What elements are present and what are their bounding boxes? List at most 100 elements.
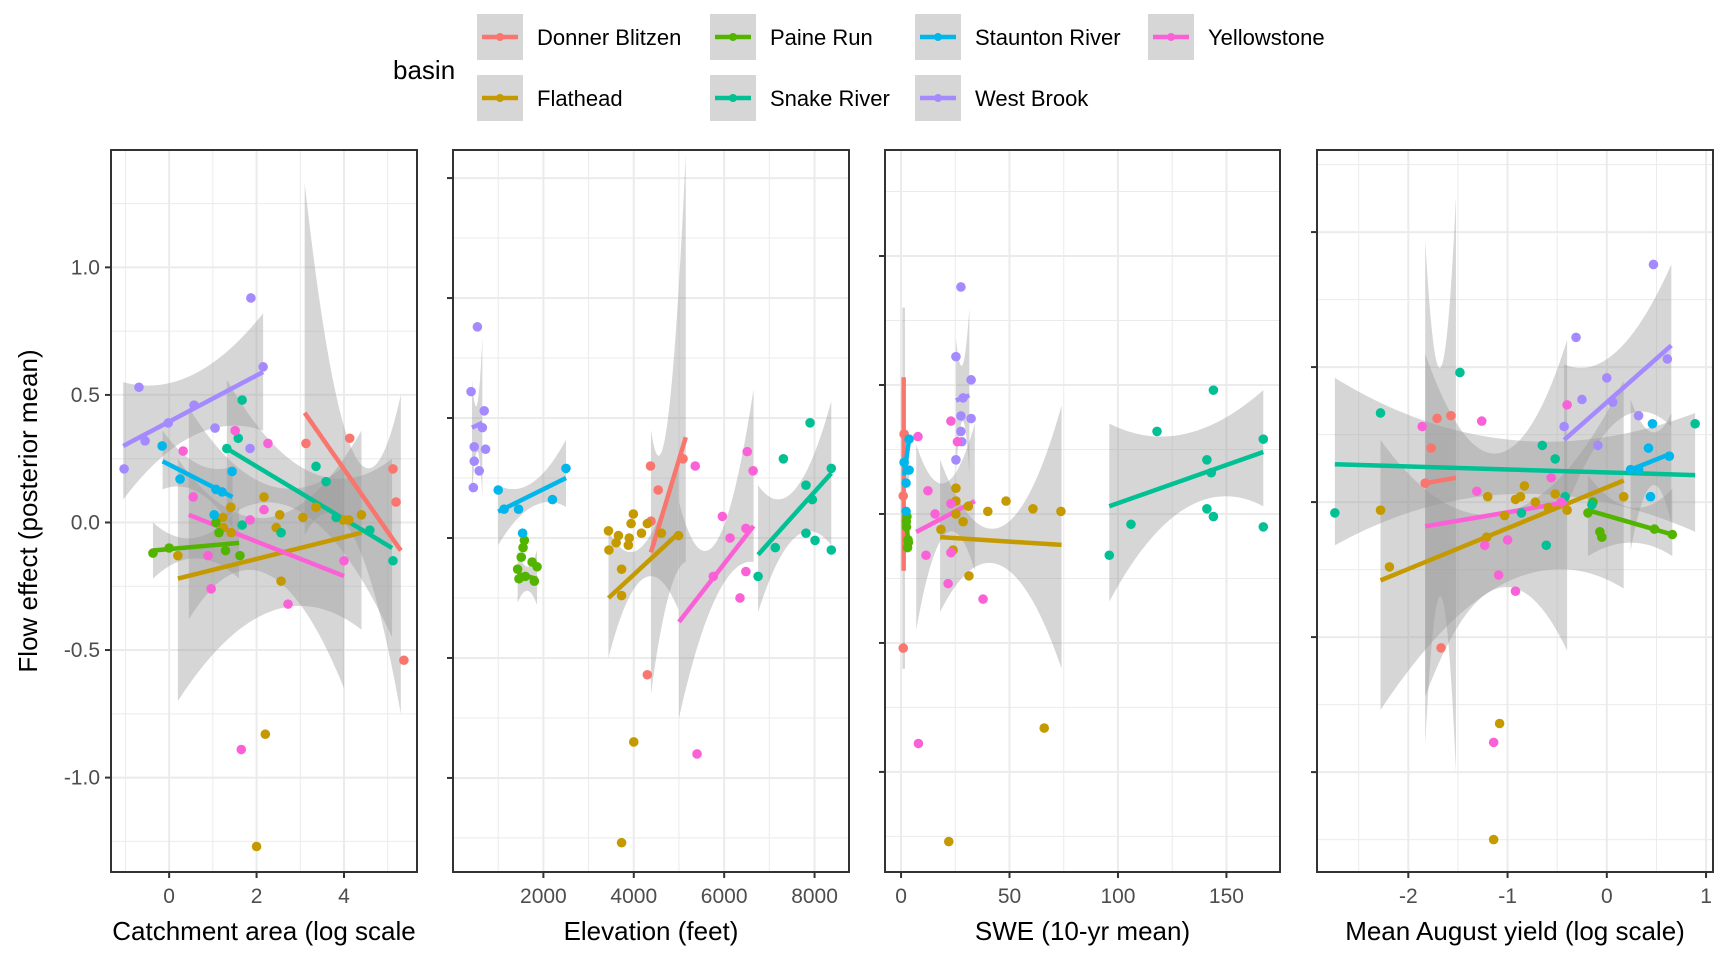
confidence-band-flathead — [608, 454, 679, 658]
point-donner-blitzen — [1420, 478, 1430, 488]
point-snake-river — [237, 520, 247, 530]
x-tick-label: -2 — [1399, 885, 1418, 908]
point-snake-river — [1375, 408, 1386, 418]
point-donner-blitzen — [391, 497, 401, 507]
point-flathead — [626, 518, 636, 529]
y-tick-label: -0.5 — [64, 639, 100, 662]
point-staunton-river — [157, 441, 167, 451]
point-staunton-river — [209, 510, 219, 520]
point-flathead — [642, 518, 653, 529]
point-flathead — [611, 537, 621, 548]
point-staunton-river — [1625, 464, 1636, 475]
point-donner-blitzen — [1426, 443, 1436, 453]
point-staunton-river — [901, 478, 911, 488]
point-flathead — [1488, 834, 1499, 845]
point-flathead — [1481, 532, 1492, 542]
point-yellowstone — [708, 571, 719, 582]
point-yellowstone — [913, 431, 923, 442]
fit-line-flathead — [939, 534, 1062, 548]
point-flathead — [1543, 502, 1554, 513]
point-west-brook — [956, 411, 966, 421]
point-yellowstone — [717, 511, 728, 522]
point-paine-run — [903, 537, 914, 548]
point-west-brook — [480, 444, 491, 455]
x-tick-label: 8000 — [791, 885, 838, 908]
confidence-band-donner-blitzen — [650, 154, 686, 694]
point-west-brook — [1559, 421, 1569, 432]
point-snake-river — [801, 528, 811, 538]
point-paine-run — [901, 516, 912, 527]
point-yellowstone — [741, 523, 751, 534]
x-axis-title: Catchment area (log scale — [112, 916, 415, 946]
legend-key-point — [496, 33, 504, 41]
confidence-band-flathead — [1380, 380, 1624, 710]
point-flathead — [951, 509, 961, 519]
x-tick-label: -1 — [1498, 885, 1517, 908]
point-snake-river — [1126, 519, 1136, 530]
point-paine-run — [164, 543, 174, 553]
x-tick-label: 4 — [338, 885, 350, 908]
point-flathead — [344, 515, 354, 525]
point-snake-river — [233, 433, 244, 444]
point-yellowstone — [978, 594, 988, 604]
point-west-brook — [477, 422, 488, 433]
point-staunton-river — [499, 504, 509, 515]
point-snake-river — [1208, 511, 1219, 522]
x-tick-label: 2000 — [520, 885, 567, 908]
point-west-brook — [245, 443, 255, 454]
point-paine-run — [512, 564, 523, 574]
confidence-band-donner-blitzen — [1425, 196, 1456, 773]
point-staunton-river — [547, 494, 558, 505]
confidence-band-yellowstone — [678, 389, 754, 718]
confidence-band-west-brook — [1564, 264, 1672, 513]
fit-line-staunton-river — [497, 475, 567, 514]
point-paine-run — [1583, 508, 1593, 518]
point-flathead — [1482, 491, 1493, 502]
y-axis — [447, 177, 453, 779]
point-flathead — [1039, 723, 1050, 733]
point-west-brook — [189, 400, 199, 410]
gridlines — [1317, 150, 1713, 872]
legend-label: Snake River — [770, 86, 890, 111]
point-yellowstone — [921, 550, 931, 561]
x-axis-title: SWE (10-yr mean) — [975, 916, 1190, 946]
confidence-band-flathead — [940, 405, 1062, 669]
confidence-band-paine-run — [1587, 475, 1673, 557]
point-staunton-river — [904, 465, 914, 475]
point-staunton-river — [493, 485, 503, 495]
point-yellowstone — [943, 578, 953, 589]
point-snake-river — [321, 476, 331, 487]
x-tick-label: 150 — [1209, 885, 1244, 908]
point-paine-run — [148, 548, 158, 558]
x-tick-label: 4000 — [610, 885, 657, 908]
point-donner-blitzen — [642, 669, 653, 680]
point-flathead — [628, 509, 639, 519]
point-paine-run — [1597, 532, 1607, 542]
point-flathead — [943, 836, 954, 847]
point-flathead — [1519, 481, 1530, 491]
point-yellowstone — [1471, 486, 1482, 497]
point-flathead — [1028, 504, 1038, 514]
fit-line-flathead — [177, 530, 363, 581]
point-snake-river — [1690, 418, 1700, 429]
point-snake-river — [331, 512, 341, 523]
point-flathead — [274, 510, 285, 520]
point-flathead — [1562, 505, 1572, 515]
point-yellowstone — [946, 547, 956, 558]
point-west-brook — [1662, 354, 1673, 364]
point-snake-river — [826, 463, 837, 474]
point-flathead — [636, 528, 647, 538]
point-flathead — [259, 492, 269, 502]
fit-line-flathead — [606, 531, 681, 600]
legend-label: Yellowstone — [1208, 25, 1325, 50]
point-snake-river — [1208, 385, 1219, 395]
point-staunton-river — [513, 504, 524, 515]
point-yellowstone — [283, 599, 293, 609]
point-flathead — [1494, 718, 1505, 729]
panel-3: 0 50 100 150 SWE (10-yr mean) — [879, 149, 1281, 946]
point-yellowstone — [1479, 540, 1490, 551]
legend-item-donner-blitzen: Donner Blitzen — [477, 14, 681, 60]
y-tick-label: -1.0 — [64, 767, 100, 790]
point-west-brook — [1602, 373, 1612, 383]
point-west-brook — [966, 375, 976, 385]
